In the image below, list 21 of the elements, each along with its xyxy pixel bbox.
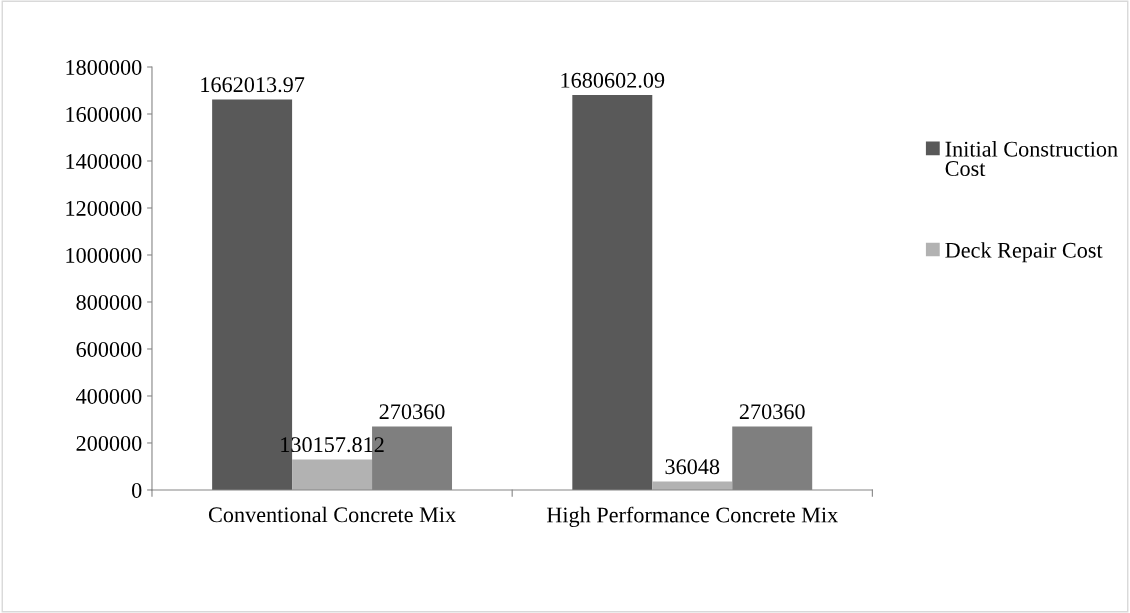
bar	[292, 459, 373, 490]
y-tick-label: 400000	[76, 388, 142, 404]
x-tick-label: High Performance Concrete Mix	[546, 506, 838, 528]
y-tick-label: 1400000	[66, 153, 142, 169]
y-tick-label: 200000	[76, 435, 142, 451]
y-tick-label: 1600000	[66, 106, 142, 122]
y-tick-label: 600000	[76, 341, 142, 357]
y-tick-label: 1800000	[66, 59, 142, 75]
legend-label: Initial Construction Cost	[945, 140, 1118, 177]
legend-label: Deck Repair Cost	[945, 242, 1103, 263]
x-tick-label: Conventional Concrete Mix	[208, 506, 456, 523]
data-label: 1662013.97	[201, 77, 305, 93]
bar	[572, 95, 653, 490]
data-label: 270360	[379, 404, 445, 420]
y-tick-label: 0	[132, 482, 142, 498]
y-tick-label: 800000	[76, 294, 142, 310]
y-tick-label: 1200000	[66, 200, 142, 216]
data-label: 270360	[739, 404, 805, 420]
data-label: 36048	[665, 459, 720, 475]
data-label: 1680602.09	[561, 72, 665, 88]
y-tick-label: 1000000	[66, 247, 142, 263]
